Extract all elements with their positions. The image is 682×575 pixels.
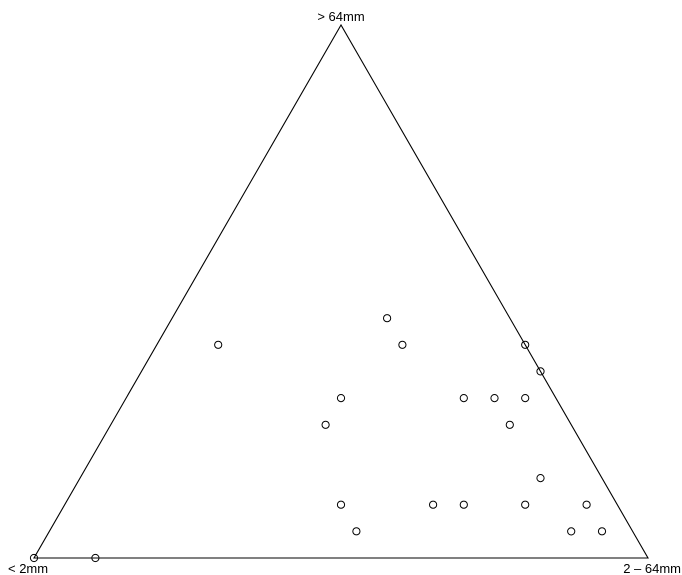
points-layer xyxy=(29,314,607,563)
data-point-20 xyxy=(582,500,591,509)
data-point-9 xyxy=(352,527,361,536)
data-point-11 xyxy=(459,394,468,403)
data-point-1 xyxy=(29,553,39,563)
data-point-15 xyxy=(505,420,514,429)
data-point-13 xyxy=(536,367,545,376)
data-point-18 xyxy=(536,474,545,483)
data-point-14 xyxy=(490,394,499,403)
data-point-2 xyxy=(91,553,100,563)
data-point-19 xyxy=(521,500,530,509)
triangle-outline xyxy=(33,23,649,559)
data-point-17 xyxy=(459,500,468,509)
data-point-12 xyxy=(521,394,530,403)
vertex-label-bottom-right: 2 – 64mm xyxy=(623,561,681,575)
vertex-label-bottom-left: < 2mm xyxy=(8,561,48,575)
data-point-22 xyxy=(597,527,607,536)
data-point-3 xyxy=(214,340,223,349)
data-point-16 xyxy=(429,500,438,509)
data-point-7 xyxy=(321,420,330,429)
data-point-4 xyxy=(383,314,392,323)
data-point-5 xyxy=(398,340,407,349)
vertex-label-top: > 64mm xyxy=(317,9,364,24)
data-point-6 xyxy=(336,394,346,403)
data-point-10 xyxy=(521,340,530,349)
data-point-8 xyxy=(336,500,346,509)
data-point-21 xyxy=(567,527,576,536)
